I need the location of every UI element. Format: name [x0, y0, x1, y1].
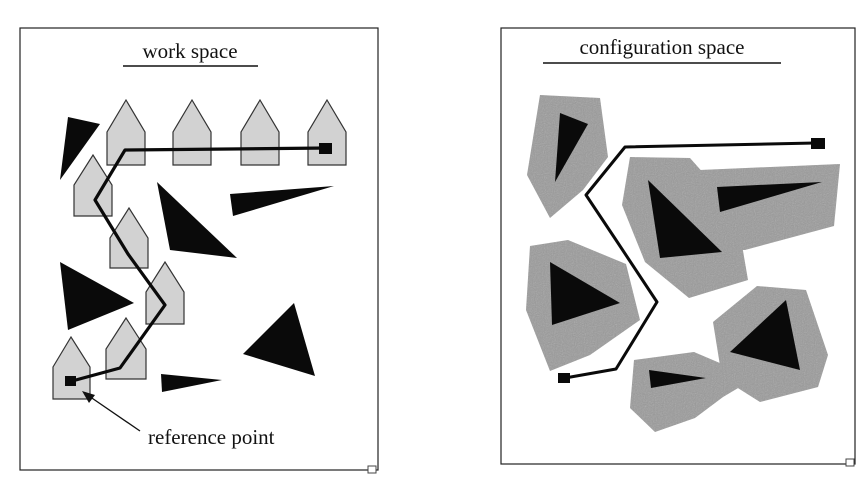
workspace-obstacles: [60, 117, 334, 392]
start-point-square: [558, 373, 570, 383]
goal-point-square: [811, 138, 825, 149]
workspace-title: work space: [142, 39, 237, 63]
configspace-title: configuration space: [579, 35, 744, 59]
workspace-path: [71, 146, 329, 383]
reference-point-label: reference point: [148, 425, 275, 449]
robot-pentagon: [145, 260, 185, 325]
configspace-panel: configuration space: [500, 27, 856, 467]
obstacle-triangle: [230, 186, 334, 216]
obstacle-triangle: [550, 262, 620, 325]
obstacle-triangle: [157, 182, 237, 258]
configspace-path: [564, 141, 816, 380]
workspace-corner-mark: [367, 465, 377, 474]
robot-instances: [52, 98, 347, 400]
configspace-corner-mark: [845, 458, 855, 467]
robot-pentagon: [109, 206, 149, 269]
obstacle-triangle: [161, 374, 222, 392]
robot-pentagon: [52, 335, 91, 400]
obstacle-triangle: [555, 113, 588, 182]
obstacle-triangle: [60, 117, 100, 180]
obstacle-triangle: [60, 262, 134, 330]
obstacle-triangle: [243, 303, 315, 376]
reference-point-arrow-line: [85, 393, 141, 432]
obstacle-triangle: [730, 300, 800, 370]
obstacle-triangle: [649, 370, 706, 388]
robot-pentagon: [105, 316, 147, 380]
obstacle-triangle: [717, 182, 822, 212]
start-reference-square: [65, 376, 76, 386]
reference-point-arrowhead: [82, 391, 95, 403]
goal-reference-square: [319, 143, 332, 154]
workspace-panel: work space refere: [19, 27, 379, 474]
robot-pentagon: [73, 153, 113, 217]
obstacle-triangle: [648, 180, 722, 258]
configspace-obstacles: [550, 113, 822, 388]
